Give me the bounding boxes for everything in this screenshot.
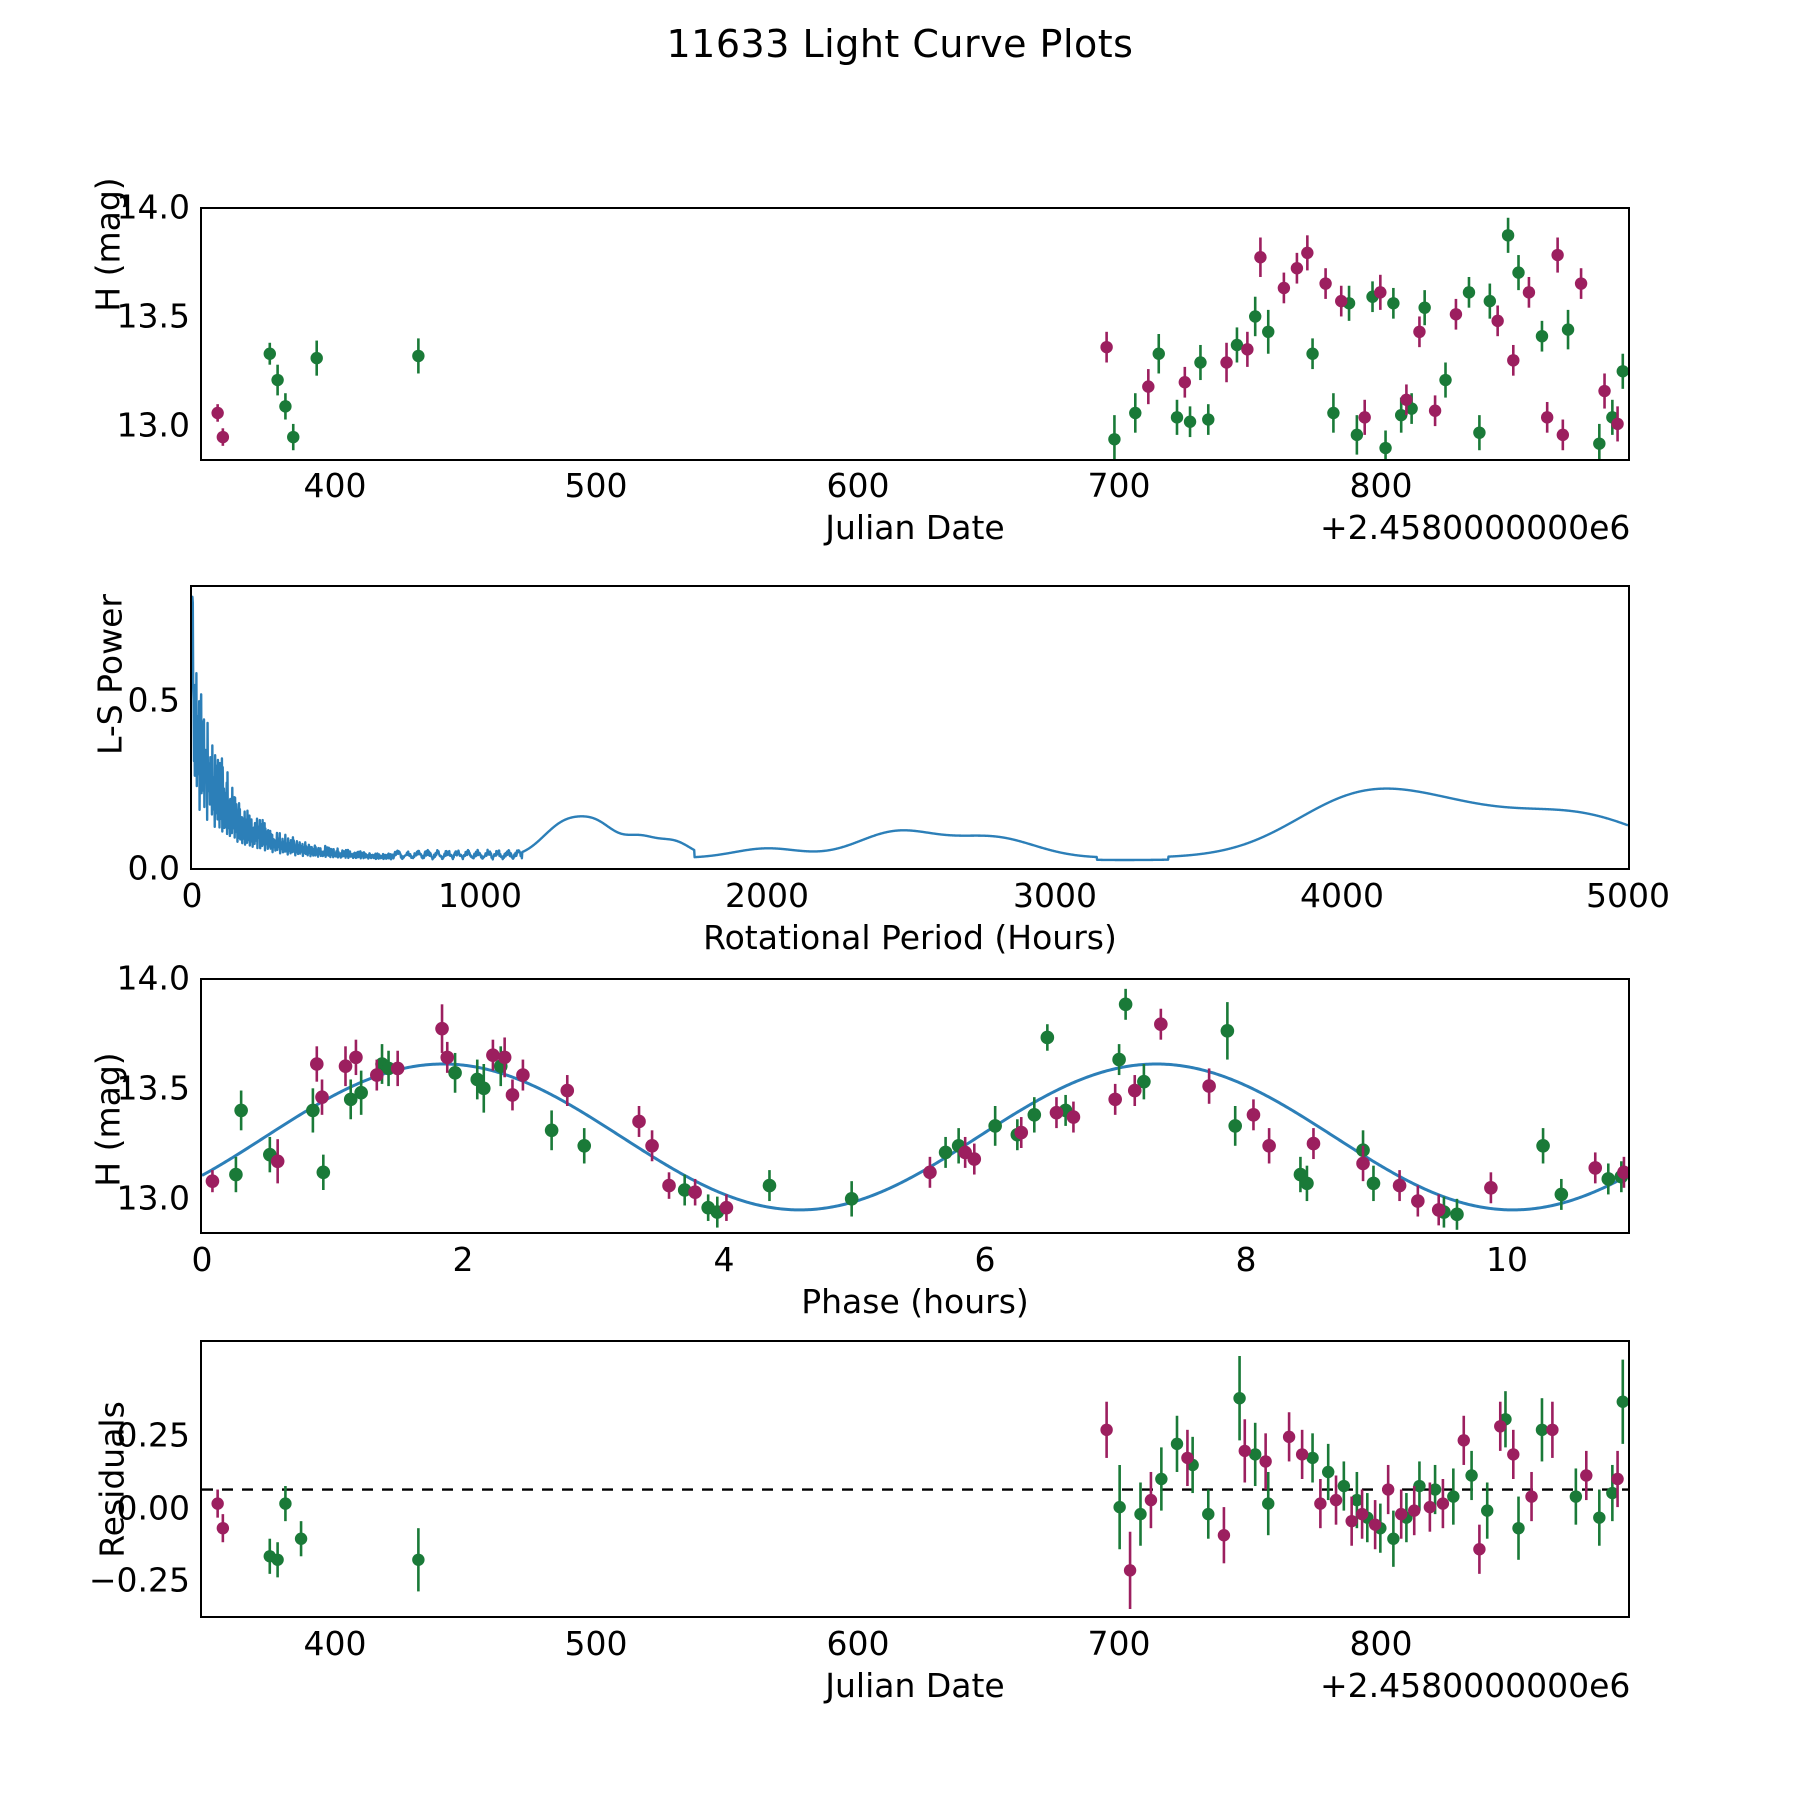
ytick-lightcurve-0: 14.0 xyxy=(116,187,190,227)
xtick-period-5000: 5000 xyxy=(1586,876,1670,915)
xtick-res-400: 400 xyxy=(303,1624,367,1663)
panel-lightcurve-jd: H (mag) 14.0 13.5 13.0 400 500 600 700 8… xyxy=(0,0,1800,547)
ytick-res-025: 0.25 xyxy=(116,1415,190,1455)
ytick-power-05: 0.5 xyxy=(127,680,180,720)
xtick-phase-2: 2 xyxy=(452,1240,474,1279)
ytick-phase-135: 13.5 xyxy=(116,1068,190,1108)
plot-area-phase xyxy=(200,978,1630,1234)
xtick-period-2000: 2000 xyxy=(725,876,809,915)
ytick-res-000: 0.00 xyxy=(116,1488,190,1528)
xtick-period-0: 0 xyxy=(181,876,203,915)
xtick-res-800: 800 xyxy=(1349,1624,1413,1663)
xtick-lightcurve-600: 600 xyxy=(826,466,890,505)
xtick-lightcurve-500: 500 xyxy=(564,466,628,505)
axis-label-x-phase: Phase (hours) xyxy=(801,1282,1029,1321)
plot-area-periodogram xyxy=(190,585,1630,870)
x-offset-lightcurve: +2.4580000000e6 xyxy=(1320,508,1631,547)
phase-canvas xyxy=(202,988,1628,1230)
plot-area-lightcurve xyxy=(200,207,1630,461)
ytick-lightcurve-1: 13.5 xyxy=(116,296,190,336)
xtick-period-3000: 3000 xyxy=(1013,876,1097,915)
panel-phase-folded: H (mag) 14.0 13.5 13.0 0 2 4 6 8 10 Phas… xyxy=(89,958,1630,1321)
plot-area-residuals xyxy=(200,1340,1630,1618)
xtick-phase-4: 4 xyxy=(713,1240,735,1279)
xtick-phase-0: 0 xyxy=(191,1240,213,1279)
xtick-res-500: 500 xyxy=(564,1624,628,1663)
xtick-phase-8: 8 xyxy=(1235,1240,1257,1279)
residuals-canvas xyxy=(202,1356,1628,1609)
axis-label-x-lightcurve: Julian Date xyxy=(825,508,1005,547)
periodogram-canvas xyxy=(192,595,1628,862)
xtick-res-700: 700 xyxy=(1087,1624,1151,1663)
ytick-phase-14: 14.0 xyxy=(116,958,190,998)
xtick-phase-6: 6 xyxy=(974,1240,996,1279)
xtick-lightcurve-400: 400 xyxy=(303,466,367,505)
axis-label-x-residuals: Julian Date xyxy=(825,1666,1005,1705)
ytick-power-00: 0.0 xyxy=(127,848,180,888)
xtick-period-1000: 1000 xyxy=(438,876,522,915)
ytick-res-m025: −0.25 xyxy=(88,1560,190,1600)
axis-label-x-period: Rotational Period (Hours) xyxy=(703,918,1117,957)
figure-title: 11633 Light Curve Plots xyxy=(666,22,1134,66)
ytick-phase-130: 13.0 xyxy=(116,1178,190,1218)
lightcurve-canvas xyxy=(211,217,1628,459)
ytick-lightcurve-2: 13.0 xyxy=(116,405,190,445)
xtick-lightcurve-700: 700 xyxy=(1087,466,1151,505)
xtick-lightcurve-800: 800 xyxy=(1349,466,1413,505)
xtick-period-4000: 4000 xyxy=(1300,876,1384,915)
xtick-res-600: 600 xyxy=(826,1624,890,1663)
xtick-phase-10: 10 xyxy=(1486,1240,1528,1279)
panel-lomb-scargle: L-S Power 0.5 0.0 Period: 10.931 h 0 100… xyxy=(91,585,1670,957)
x-offset-residuals: +2.4580000000e6 xyxy=(1320,1666,1631,1705)
